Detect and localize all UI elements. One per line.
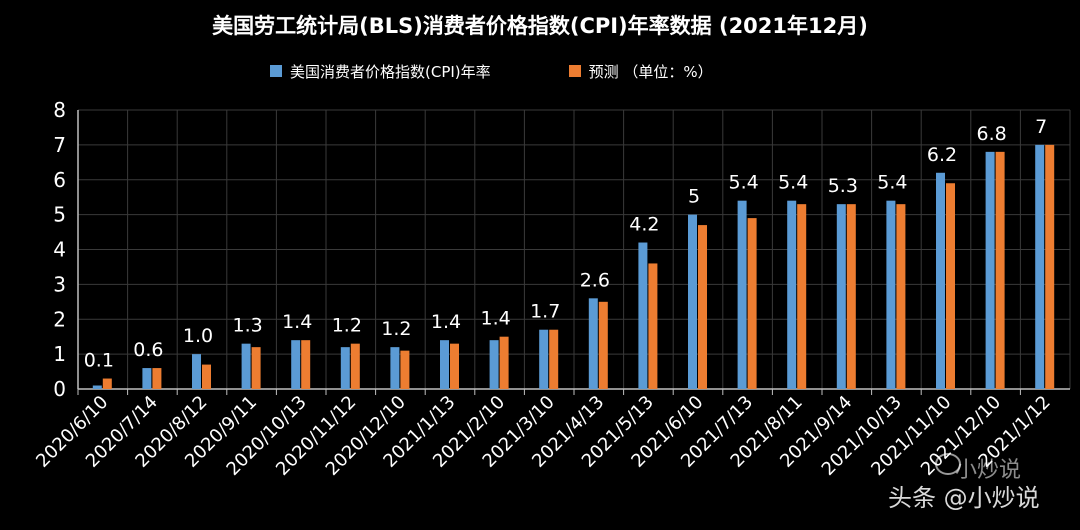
watermark-text: 头条 @小炒说 [888,484,1040,512]
data-label: 6.2 [927,144,957,166]
legend-label-cpi: 美国消费者价格指数(CPI)年率 [290,62,491,81]
y-tick-label: 1 [53,342,66,366]
chart-title: 美国劳工统计局(BLS)消费者价格指数(CPI)年率数据 (2021年12月) [212,14,868,38]
bar-forecast [102,378,112,389]
bar-forecast [995,151,1005,389]
legend-swatch-cpi [270,65,282,77]
data-label: 1.7 [530,301,560,323]
bar-forecast [1045,144,1055,389]
data-label: 4.2 [629,214,659,236]
bar-cpi [291,340,301,389]
bar-cpi [737,200,747,389]
y-tick-label: 7 [53,133,66,157]
y-tick-label: 0 [53,377,66,401]
legend-item-cpi: 美国消费者价格指数(CPI)年率 [270,61,491,82]
data-label: 7 [1035,116,1047,138]
bar-forecast [152,368,162,389]
bar-forecast [350,343,360,389]
data-label: 1.4 [480,308,510,330]
bar-cpi [985,151,995,389]
y-tick-label: 3 [53,272,66,296]
bar-cpi [886,200,896,389]
legend-label-forecast: 预测 （单位：%） [588,62,713,81]
data-label: 1.2 [332,315,362,337]
bar-forecast [648,263,658,389]
bar-cpi [192,354,201,389]
y-tick-label: 6 [53,168,66,192]
bar-cpi [688,214,697,389]
bar-cpi [539,329,549,389]
bar-forecast [946,183,955,389]
data-label: 0.1 [84,350,114,372]
y-tick-label: 4 [53,238,66,262]
bar-forecast [598,301,608,389]
bar-forecast [747,218,757,389]
data-label: 5.4 [778,172,808,194]
data-label: 1.0 [183,325,213,347]
bar-forecast [202,364,211,389]
legend-item-forecast: 预测 （单位：%） [568,61,713,82]
watermark-secondary: 小炒说 [955,458,1022,483]
bar-forecast [896,204,906,389]
data-label: 5.4 [877,172,907,194]
data-label: 1.4 [431,311,461,333]
legend-swatch-forecast [568,65,581,77]
bar-cpi [489,340,499,389]
bar-forecast [400,350,410,389]
data-label: 5 [688,186,700,208]
bar-forecast [846,204,856,389]
bar-cpi [390,347,400,389]
data-label: 5.4 [728,172,758,194]
bar-cpi [638,242,648,389]
legend: 美国消费者价格指数(CPI)年率 预测 （单位：%） [270,60,791,82]
y-tick-label: 8 [53,98,66,122]
data-label: 2.6 [580,269,610,291]
y-tick-label: 2 [53,307,66,331]
watermark-logo-icon [935,453,961,475]
bar-cpi [241,343,251,389]
data-label: 1.4 [282,311,312,333]
bar-cpi [92,385,102,389]
bar-cpi [936,172,945,389]
data-label: 6.8 [976,123,1006,145]
bar-cpi [440,340,449,389]
data-label: 1.3 [232,315,262,337]
bar-cpi [340,347,350,389]
bar-cpi [588,298,598,389]
bar-cpi [1035,144,1045,389]
bar-forecast [499,336,509,389]
data-label: 1.2 [381,318,411,340]
data-label: 0.6 [133,339,163,361]
bar-forecast [698,225,707,389]
y-tick-label: 5 [53,203,66,227]
bar-forecast [797,204,807,389]
bar-cpi [836,204,846,389]
bar-forecast [450,343,459,389]
bar-forecast [251,347,261,389]
data-label: 5.3 [828,175,858,197]
bar-cpi [787,200,797,389]
bar-cpi [142,368,152,389]
bar-forecast [549,329,559,389]
bar-forecast [301,340,311,389]
